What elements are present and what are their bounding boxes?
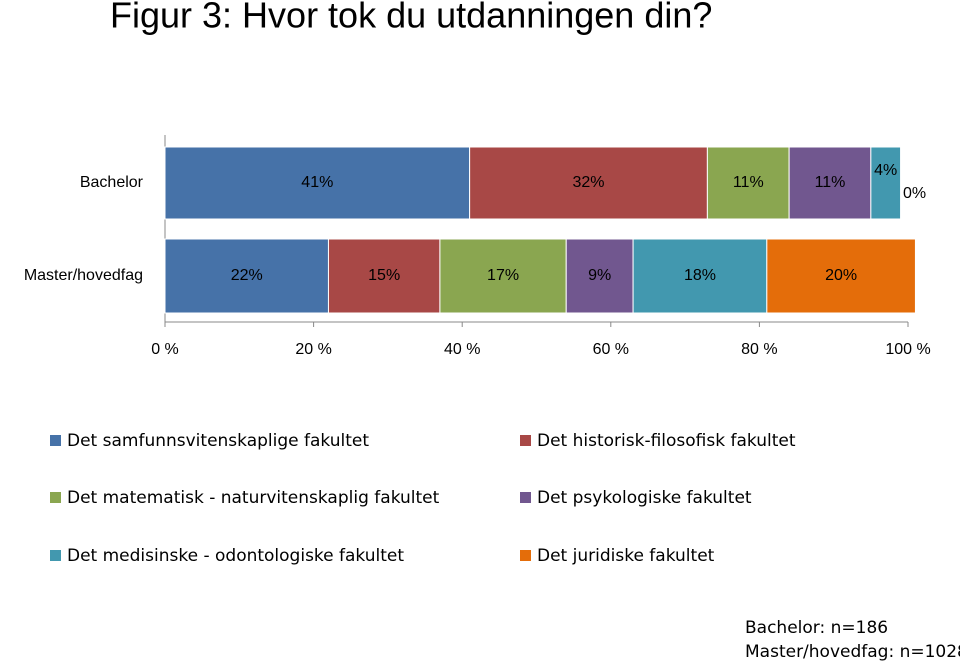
value-label: 22% <box>231 267 263 284</box>
bar-segment <box>164 146 471 220</box>
annotation: Master/hovedfag: n=1028 <box>745 642 960 662</box>
legend-label: Det matematisk - naturvitenskaplig fakul… <box>67 488 440 508</box>
legend-label: Det medisinske - odontologiske fakultet <box>67 546 404 566</box>
value-label: 0% <box>903 185 926 202</box>
legend-swatch <box>50 492 61 503</box>
legend-swatch <box>520 492 531 503</box>
x-tick-label: 80 % <box>741 341 777 358</box>
value-label: 9% <box>588 267 611 284</box>
x-tick-label: 40 % <box>444 341 480 358</box>
value-label: 17% <box>487 267 519 284</box>
legend-swatch <box>50 435 61 446</box>
legend-swatch <box>520 435 531 446</box>
bar-segment <box>327 238 441 314</box>
bar-segment <box>632 238 768 314</box>
x-tick-label: 60 % <box>593 341 629 358</box>
legend-swatch <box>50 550 61 561</box>
legend-swatch <box>520 550 531 561</box>
x-tick-label: 100 % <box>885 341 930 358</box>
x-tick-label: 0 % <box>151 341 179 358</box>
legend-label: Det juridiske fakultet <box>537 546 715 566</box>
legend-label: Det psykologiske fakultet <box>537 488 752 508</box>
y-tick-label: Master/hovedfag <box>24 267 143 284</box>
bar-segment <box>469 146 708 220</box>
value-label: 41% <box>301 174 333 191</box>
bar-segment <box>870 146 902 220</box>
bar-segment <box>439 238 567 314</box>
value-label: 11% <box>815 174 846 191</box>
value-label: 4% <box>874 162 897 179</box>
legend-label: Det samfunnsvitenskaplige fakultet <box>67 431 369 451</box>
bar-segment <box>565 238 634 314</box>
value-label: 32% <box>572 174 604 191</box>
value-label: 18% <box>684 267 716 284</box>
value-label: 11% <box>733 174 764 191</box>
value-label: 20% <box>825 267 857 284</box>
annotation: Bachelor: n=186 <box>745 618 888 638</box>
x-tick-label: 20 % <box>295 341 331 358</box>
value-label: 15% <box>368 267 400 284</box>
legend-label: Det historisk-filosofisk fakultet <box>537 431 796 451</box>
y-tick-label: Bachelor <box>80 174 144 191</box>
bar-segment <box>766 238 916 314</box>
chart-title: Figur 3: Hvor tok du utdanningen din? <box>110 0 712 36</box>
